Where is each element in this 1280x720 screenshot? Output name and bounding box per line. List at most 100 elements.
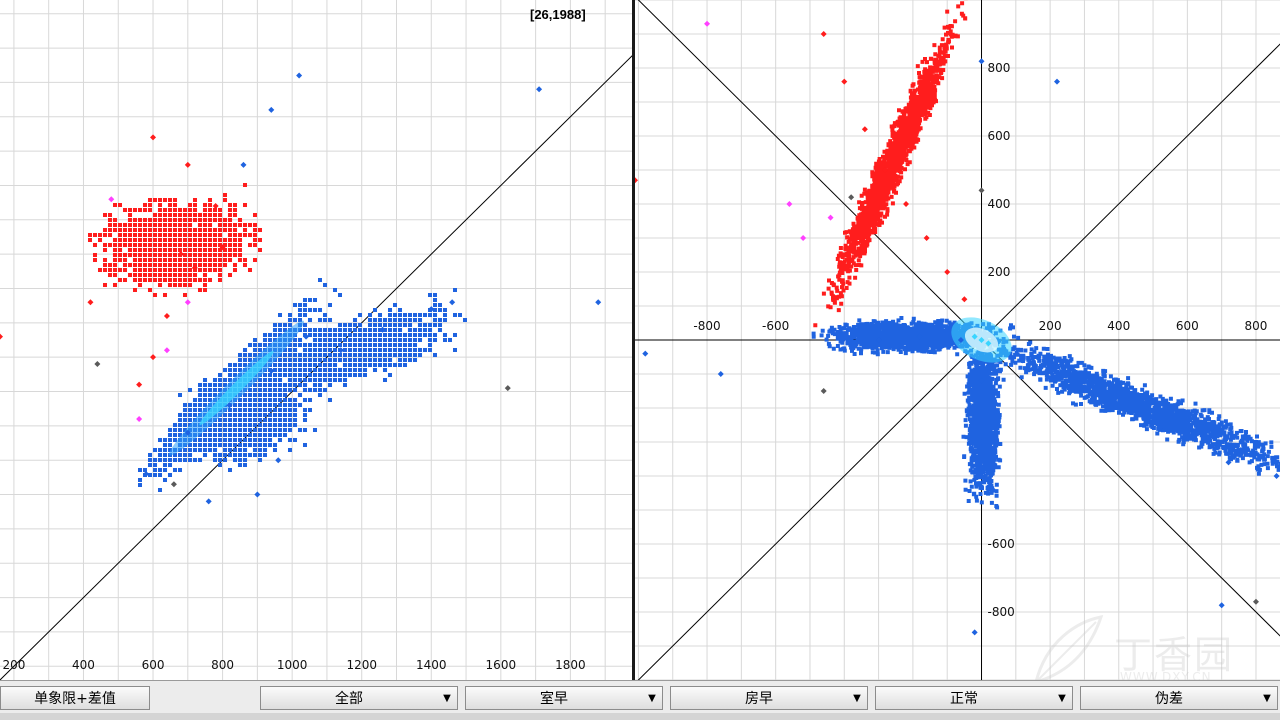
left-point xyxy=(536,86,543,93)
right-point xyxy=(820,31,827,37)
left-point xyxy=(212,203,219,210)
right-point xyxy=(642,350,649,357)
left-blue-cloud-arm xyxy=(243,288,467,402)
right-point xyxy=(978,377,985,384)
right-y-tick-label: -800 xyxy=(988,605,1015,619)
mode-button[interactable]: 单象限+差值 xyxy=(0,686,150,710)
left-point xyxy=(449,299,456,306)
right-point xyxy=(985,486,992,493)
chevron-down-icon: ▼ xyxy=(853,692,861,704)
right-point xyxy=(985,340,992,347)
right-point xyxy=(635,177,638,184)
right-point xyxy=(944,269,951,275)
right-point xyxy=(875,337,882,343)
mode-button-label: 单象限+差值 xyxy=(34,691,116,707)
right-blue-vertical xyxy=(961,328,1006,510)
right-point xyxy=(1273,473,1280,479)
right-y-tick-label: 400 xyxy=(988,197,1011,211)
dropdown-normal-label: 正常 xyxy=(950,691,978,707)
scatter-right-canvas[interactable]: -800 -600 200 400 600 800 800 600 400 200 -600 -800 xyxy=(635,0,1280,680)
chevron-down-icon: ▼ xyxy=(1263,692,1271,704)
dropdown-normal[interactable]: 正常 ▼ xyxy=(875,686,1073,710)
right-y-tick-label: 800 xyxy=(988,61,1011,75)
right-y-tick-label: 200 xyxy=(988,265,1011,279)
dropdown-atrial-premature[interactable]: 房早 ▼ xyxy=(670,686,868,710)
coordinate-readout: [26,1988] xyxy=(530,7,586,22)
right-x-tick-label: 400 xyxy=(1107,319,1130,333)
right-point xyxy=(827,214,834,221)
right-point-clouds xyxy=(811,0,1280,510)
left-point-clouds xyxy=(88,183,467,492)
dropdown-ventricular-premature-label: 室早 xyxy=(540,691,568,707)
right-y-tick-label: 600 xyxy=(988,129,1011,143)
left-x-tick-label: 1800 xyxy=(555,658,586,672)
right-point xyxy=(882,167,889,173)
dropdown-artifact-label: 伪差 xyxy=(1155,691,1183,707)
right-x-tick-label: 800 xyxy=(1245,319,1268,333)
left-point xyxy=(163,347,170,354)
right-point xyxy=(820,388,827,394)
right-x-tick-label: 200 xyxy=(1039,319,1062,333)
dropdown-ventricular-premature[interactable]: 室早 ▼ xyxy=(465,686,663,710)
left-red-cloud xyxy=(88,183,262,297)
left-point xyxy=(0,333,3,340)
right-red-streak xyxy=(813,0,968,328)
right-point xyxy=(717,371,724,377)
left-x-tick-label: 1000 xyxy=(277,658,308,672)
scatter-plot-left[interactable]: 200 400 600 800 1000 1200 1400 1600 1800 [26,198… xyxy=(0,0,633,680)
right-point xyxy=(957,337,964,343)
right-point xyxy=(971,629,978,636)
left-point xyxy=(337,347,344,354)
left-point xyxy=(296,72,303,79)
dropdown-artifact[interactable]: 伪差 ▼ xyxy=(1080,686,1278,710)
right-point xyxy=(1053,78,1060,85)
plot-divider xyxy=(632,0,635,680)
left-x-tick-label: 200 xyxy=(2,658,25,672)
left-x-tick-label: 800 xyxy=(211,658,234,672)
right-point xyxy=(1019,357,1026,364)
left-point xyxy=(275,457,282,464)
right-point xyxy=(923,235,930,241)
left-point xyxy=(504,385,511,392)
left-point xyxy=(184,161,191,168)
left-point xyxy=(184,429,191,436)
right-point xyxy=(978,187,985,194)
left-point xyxy=(94,361,101,368)
left-x-tick-label: 1200 xyxy=(346,658,377,672)
right-point xyxy=(704,20,711,27)
right-point xyxy=(971,333,978,340)
right-point xyxy=(1088,391,1095,398)
left-point xyxy=(150,354,157,361)
right-point xyxy=(961,296,968,303)
right-point xyxy=(1252,598,1259,605)
left-point xyxy=(254,491,261,498)
left-point xyxy=(595,299,602,306)
left-point xyxy=(268,106,275,113)
left-point xyxy=(136,381,143,388)
left-point xyxy=(428,306,435,313)
scatter-plot-right[interactable]: -800 -600 200 400 600 800 800 600 400 200 -600 -800 xyxy=(635,0,1280,680)
right-outlier-points xyxy=(635,20,1280,636)
left-point xyxy=(150,134,157,141)
left-x-tick-label: 1600 xyxy=(486,658,517,672)
dropdown-all[interactable]: 全部 ▼ xyxy=(260,686,458,710)
right-point xyxy=(978,337,985,343)
status-strip xyxy=(0,713,1280,720)
left-point xyxy=(191,264,198,271)
left-point xyxy=(170,481,177,488)
left-point xyxy=(268,367,275,374)
right-point xyxy=(903,201,910,207)
left-point xyxy=(177,251,184,258)
left-point xyxy=(108,196,115,203)
left-point xyxy=(163,312,170,319)
scatter-left-canvas[interactable]: 200 400 600 800 1000 1200 1400 1600 1800 [26,198… xyxy=(0,0,633,680)
right-tick-labels: -800 -600 200 400 600 800 800 600 400 200 -600 -800 xyxy=(693,61,1267,619)
left-point xyxy=(184,299,191,306)
left-point xyxy=(143,470,150,477)
right-point xyxy=(861,126,868,133)
right-x-tick-label: -800 xyxy=(693,319,720,333)
right-blue-arm xyxy=(947,325,1280,476)
left-point xyxy=(136,415,143,422)
right-y-tick-label: -600 xyxy=(988,537,1015,551)
